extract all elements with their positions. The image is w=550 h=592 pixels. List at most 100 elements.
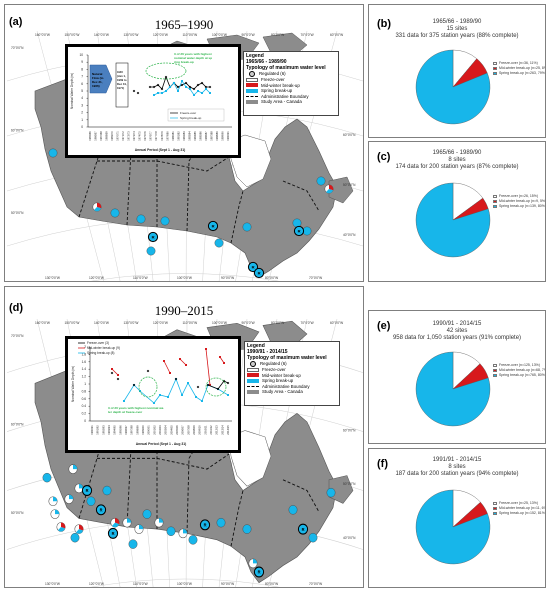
site-marker xyxy=(136,214,146,224)
pie-legend-item: Spring break-up (n=263, 79%) xyxy=(493,71,545,75)
pie-slice-spring xyxy=(415,351,491,427)
site-marker xyxy=(288,505,298,515)
x-tick-label: 1999/00 xyxy=(141,425,145,435)
regulated-label: R xyxy=(298,229,301,234)
pie-legend-item: Spring break-up (n=139, 80%) xyxy=(493,204,545,208)
x-tick-label: 1996/97 xyxy=(124,425,128,435)
x-tick-label: 1975/76 xyxy=(143,131,147,141)
mid-winter-point xyxy=(223,362,225,364)
inset-legend-label: Mid-winter break-up (9) xyxy=(87,346,120,350)
site-marker xyxy=(110,208,120,218)
panel-d-inset-chart: 0 0.2 0.4 0.6 0.8 1 1.2 1.4 1.6 1.8 2 Nominal Water… xyxy=(65,336,241,453)
panel-a-label: (a) xyxy=(9,16,23,28)
x-axis-label: Annual Period (Sept 1 - Aug 31) xyxy=(135,148,186,152)
longitude-label: 60°0'0"W xyxy=(330,33,343,37)
spring-breakup-point xyxy=(189,88,191,90)
spring-breakup-point xyxy=(181,394,183,396)
latitude-label: 60°0'0"N xyxy=(11,129,24,133)
panel-b-sites: 15 sites xyxy=(446,26,468,32)
x-tick-label: 1981/82 xyxy=(176,131,180,141)
x-tick-label: 1976/77 xyxy=(149,131,153,141)
panel-a-legend: Legend 1965/66 - 1989/90 Typology of max… xyxy=(243,51,339,116)
y-tick-label: 1.6 xyxy=(82,360,87,364)
freeze-over-point xyxy=(200,81,204,85)
longitude-label: 90°0'0"W xyxy=(242,321,255,325)
regulated-label: R xyxy=(252,265,255,270)
spring-breakup-point xyxy=(159,394,161,396)
legend-heading: Typology of maximum water level xyxy=(247,355,327,361)
freeze-over-point xyxy=(146,369,150,373)
latitude-label: 70°0'0"N xyxy=(11,334,24,338)
x-tick-label: 1991/92 xyxy=(96,425,100,435)
x-tick-label: 1980/81 xyxy=(171,131,175,141)
latitude-label: 60°0'0"N xyxy=(343,133,356,137)
freeze-over-point xyxy=(192,87,196,91)
site-marker xyxy=(188,535,198,545)
legend-period: 1990/91 - 2014/15 xyxy=(247,349,288,355)
x-tick-label: 2014/15 xyxy=(226,425,230,435)
regulated-icon xyxy=(250,361,256,367)
pie-legend-label: Spring break-up (n=765, 80%) xyxy=(499,373,546,377)
regulated-icon xyxy=(249,71,255,77)
freeze-over-line xyxy=(207,380,229,390)
arctic-island xyxy=(262,32,308,56)
site-marker xyxy=(146,246,156,256)
longitude-label: 70°0'0"W xyxy=(301,321,314,325)
x-tick-label: 1967/68 xyxy=(99,131,103,141)
natural-flow-label: Natural xyxy=(92,72,103,76)
legend-label: Administrative Boundary xyxy=(261,93,309,99)
panel-e-sites: 42 sites xyxy=(446,328,468,334)
latitude-label: 50°0'0"N xyxy=(343,482,356,486)
regulated-label: R xyxy=(302,527,305,532)
freeze-over-point xyxy=(180,83,184,87)
x-tick-label: 1990/91 xyxy=(90,425,94,435)
legend-item-regulated: Regulated (6) xyxy=(245,361,339,367)
natural-flow-label: 1966) xyxy=(92,84,100,88)
spring-breakup-point xyxy=(197,90,199,92)
longitude-label: 160°0'0"W xyxy=(35,321,50,325)
mid-winter-point xyxy=(117,374,119,376)
latitude-label: 50°0'0"N xyxy=(11,511,24,515)
longitude-label: 130°0'0"W xyxy=(45,276,60,280)
longitude-label: 70°0'0"W xyxy=(309,582,322,586)
panel-e-pie: (e) 1990/91 - 2014/15 42 sites 958 data … xyxy=(368,310,546,444)
site-marker xyxy=(326,487,336,498)
legend-swatch xyxy=(493,373,497,377)
site-marker-slice xyxy=(69,494,74,500)
annotation-text: ter depth at freeze-over xyxy=(108,410,143,414)
inset-legend-label: Freeze-over (3) xyxy=(87,341,109,345)
longitude-label: 110°0'0"W xyxy=(183,33,198,37)
regulated-site-marker xyxy=(107,527,119,539)
inset-legend xyxy=(167,108,225,122)
legend-swatch xyxy=(493,66,497,70)
graticule-line xyxy=(90,578,280,587)
legend-label: Mid-winter break-up xyxy=(261,82,300,88)
y-tick-label: 0.4 xyxy=(82,404,87,408)
longitude-label: 60°0'0"W xyxy=(330,321,343,325)
panel-b-pie: (b) 1965/66 - 1989/90 15 sites 331 data … xyxy=(368,4,546,138)
x-tick-label: 1986/87 xyxy=(204,131,208,141)
y-tick-label: 10 xyxy=(79,53,83,57)
x-tick-label: 1998/99 xyxy=(135,425,139,435)
legend-swatch xyxy=(493,363,497,367)
x-tick-label: 1970/71 xyxy=(116,131,120,141)
site-marker-slice xyxy=(127,518,132,523)
site-marker xyxy=(214,238,224,248)
panel-c-period: 1965/66 - 1989/90 xyxy=(432,150,482,156)
x-tick-label: 1992/93 xyxy=(101,425,105,435)
legend-item-study: Study Area - Canada xyxy=(244,99,338,105)
y-tick-label: 9 xyxy=(81,60,83,64)
latitude-label: 60°0'0"N xyxy=(11,422,24,426)
spring-breakup-point xyxy=(181,80,183,82)
infill-label: (Jan 1, xyxy=(117,74,126,78)
longitude-label: 120°0'0"W xyxy=(153,33,168,37)
site-marker-slice xyxy=(253,558,258,564)
regulated-label: R xyxy=(100,507,103,512)
mid-winter-point xyxy=(205,348,207,350)
legend-label: Regulated (6) xyxy=(259,71,286,77)
site-marker xyxy=(316,176,326,186)
panel-c-data: 174 data for 200 station years (87% comp… xyxy=(395,164,519,170)
legend-label: Mid-winter break-up xyxy=(262,372,301,378)
spring-breakup-point xyxy=(165,90,167,92)
latitude-label: 50°0'0"N xyxy=(11,211,24,215)
